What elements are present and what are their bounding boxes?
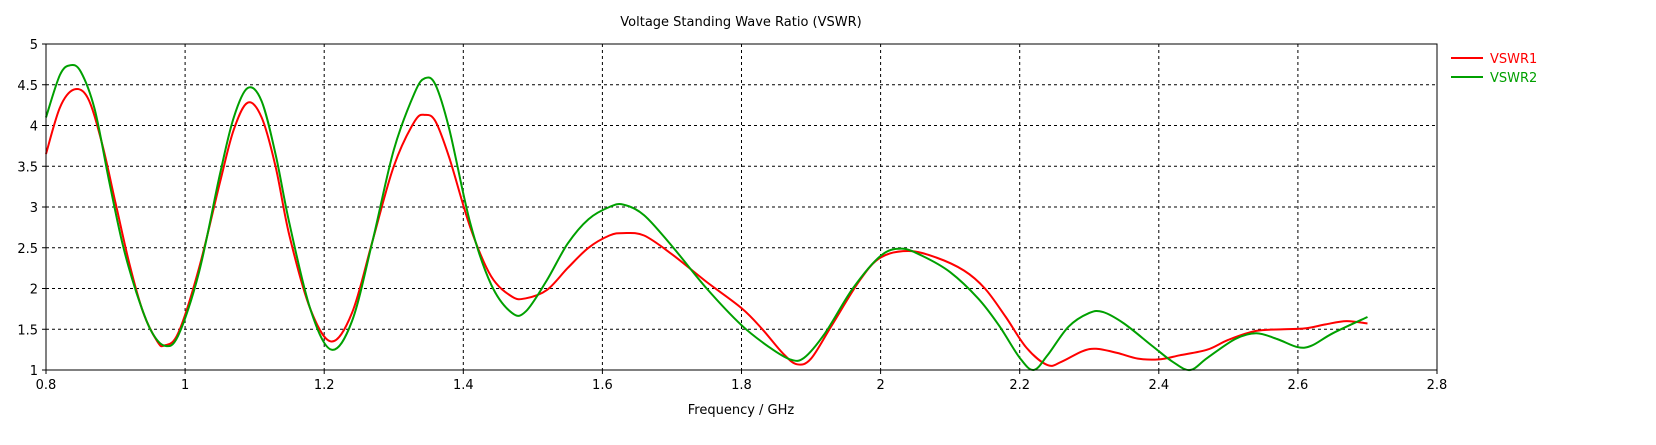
y-tick-label: 5 bbox=[30, 38, 38, 53]
tick-labels: 0.8 1 1.2 1.4 1.6 1.8 2 2.2 2.4 2.6 2.811.522.533.… bbox=[17, 38, 1447, 393]
x-tick-label: 2.8 bbox=[1427, 378, 1448, 393]
x-tick-label: 2.4 bbox=[1148, 378, 1169, 393]
y-tick-label: 4 bbox=[30, 120, 38, 135]
x-tick-label: 1.2 bbox=[314, 378, 335, 393]
x-tick-label: 2 bbox=[876, 378, 884, 393]
series-line-vswr2 bbox=[45, 63, 1368, 372]
y-tick-label: 1.5 bbox=[17, 323, 38, 338]
y-tick-label: 2.5 bbox=[17, 242, 38, 257]
y-tick-label: 1 bbox=[30, 364, 38, 379]
x-tick-label: 1.4 bbox=[453, 378, 474, 393]
y-tick-label: 3.5 bbox=[17, 160, 38, 175]
x-tick-label: 2.2 bbox=[1009, 378, 1030, 393]
plot-frame bbox=[45, 43, 1438, 371]
x-axis-label: Frequency / GHz bbox=[688, 403, 795, 418]
x-tick-label: 1.8 bbox=[731, 378, 752, 393]
y-tick-label: 2 bbox=[30, 283, 38, 298]
y-tick-label: 4.5 bbox=[17, 79, 38, 94]
y-tick-label: 3 bbox=[30, 201, 38, 216]
x-tick-label: 2.6 bbox=[1288, 378, 1309, 393]
legend-label-vswr2: VSWR2 bbox=[1490, 71, 1537, 86]
x-tick-label: 0.8 bbox=[36, 378, 57, 393]
series-line-vswr1 bbox=[45, 87, 1368, 367]
chart-title: Voltage Standing Wave Ratio (VSWR) bbox=[620, 15, 861, 30]
legend-label-vswr1: VSWR1 bbox=[1490, 52, 1537, 67]
x-tick-label: 1 bbox=[181, 378, 189, 393]
series-lines bbox=[45, 63, 1368, 372]
legend: VSWR1 VSWR2 bbox=[1451, 52, 1537, 86]
x-tick-label: 1.6 bbox=[592, 378, 613, 393]
grid-lines bbox=[46, 44, 1437, 370]
